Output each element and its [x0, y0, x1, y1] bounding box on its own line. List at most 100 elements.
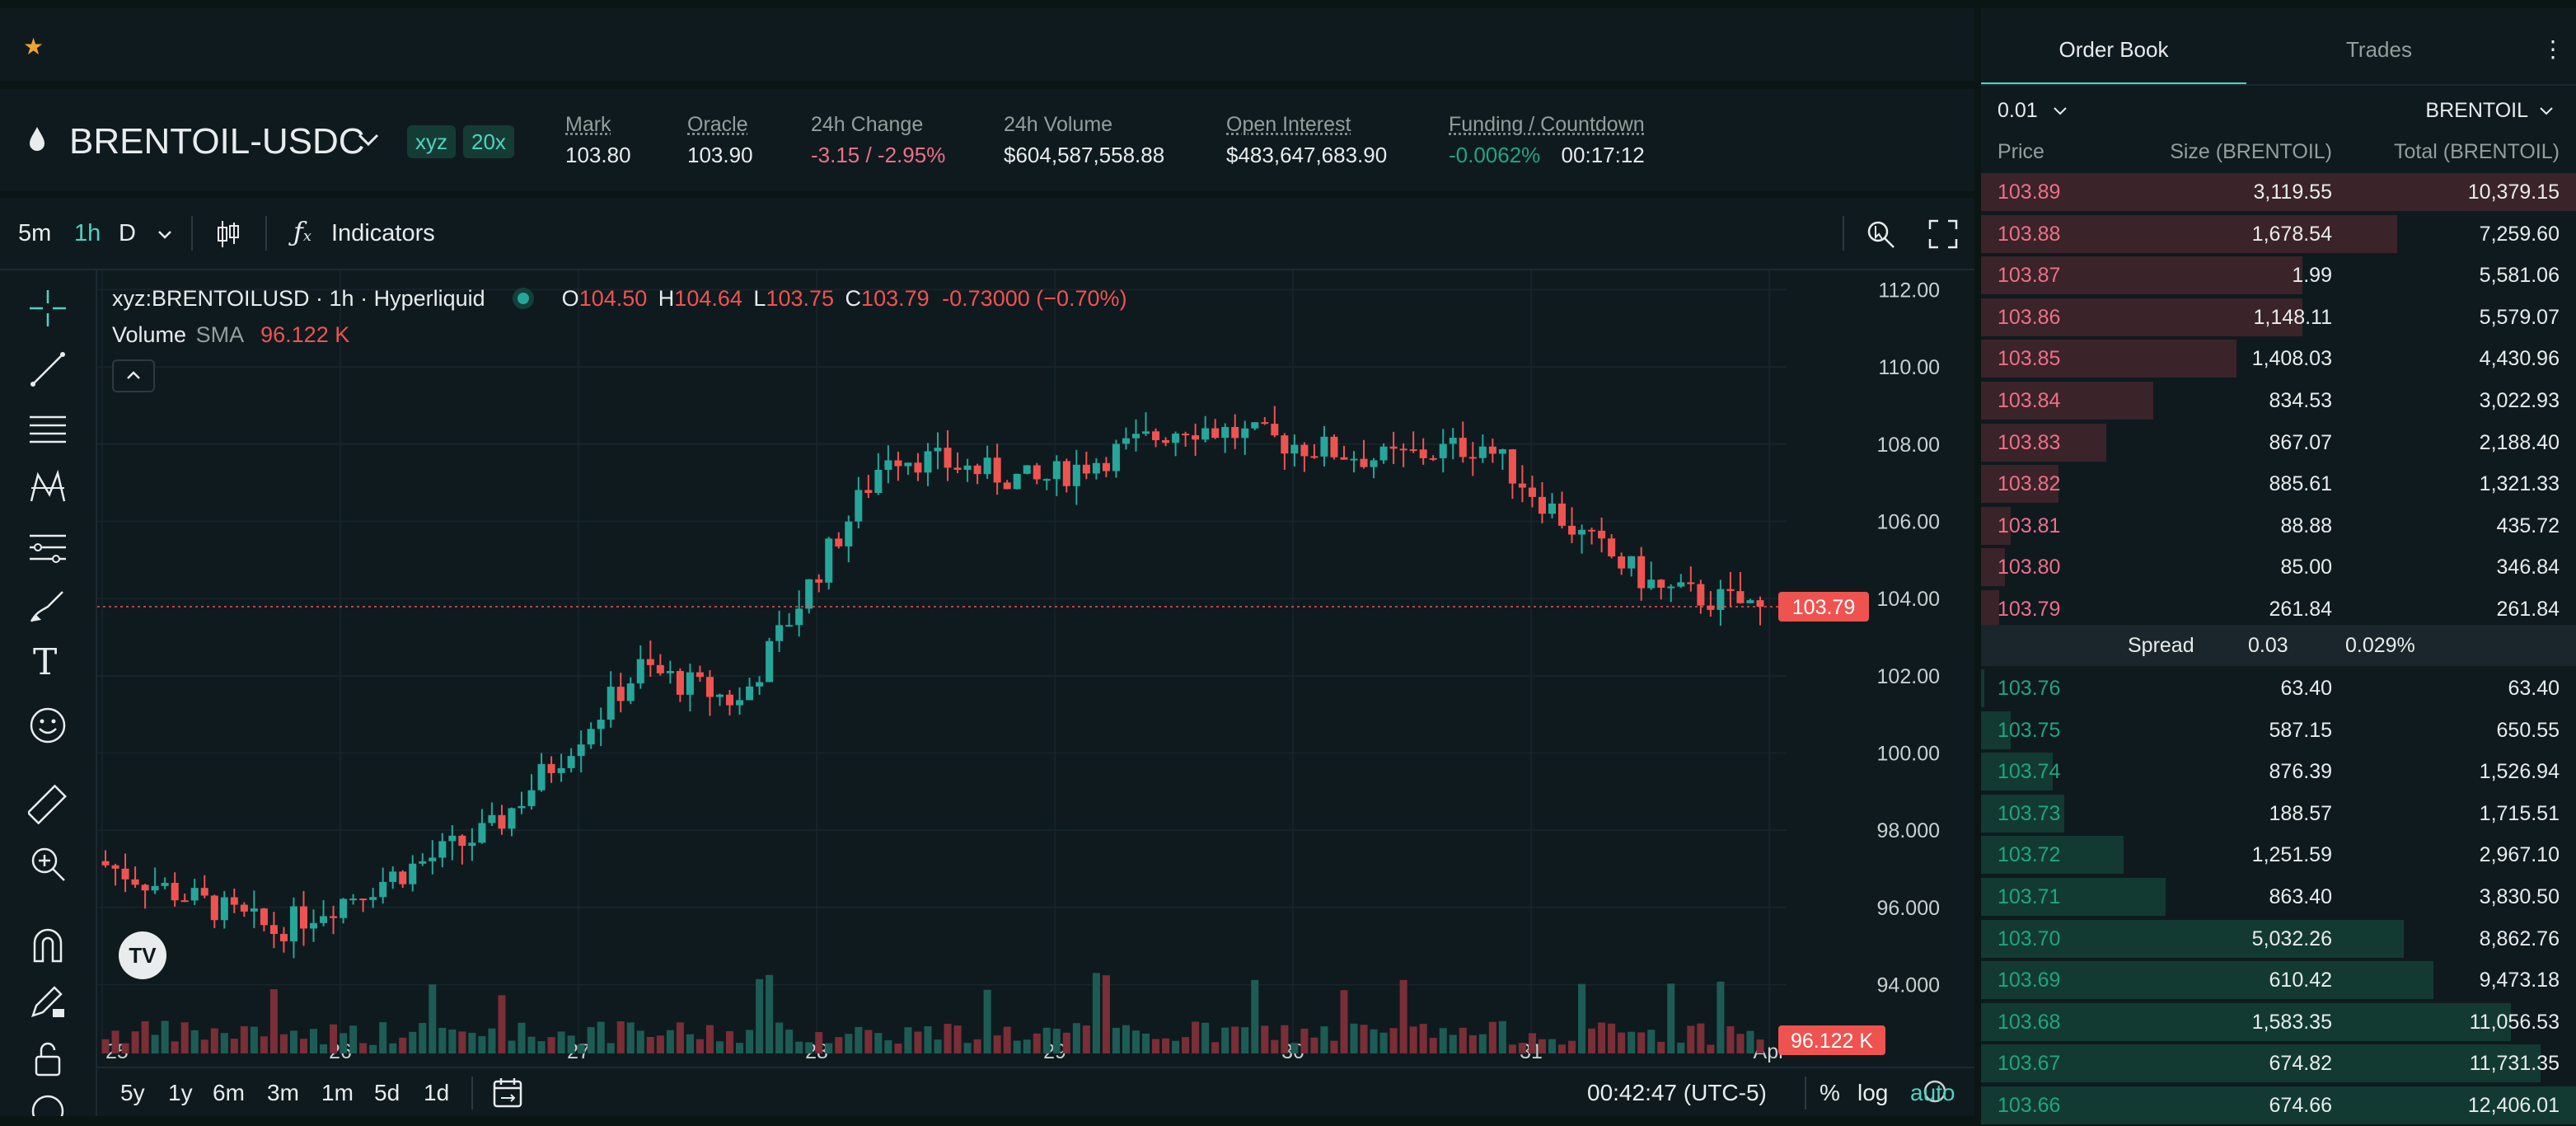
- fx-icon[interactable]: ƒx: [293, 216, 311, 247]
- volume-bar: [864, 1030, 873, 1053]
- chevron-down-icon[interactable]: [2052, 106, 2068, 121]
- ask-row[interactable]: 103.85 1,408.03 4,430.96: [1981, 338, 2576, 379]
- chevron-down-icon[interactable]: [2538, 106, 2555, 121]
- emoji-icon[interactable]: [28, 706, 68, 749]
- settings-icon[interactable]: [1923, 1080, 1946, 1103]
- fib-lines-icon[interactable]: [28, 409, 68, 453]
- tab-trades[interactable]: Trades: [2346, 37, 2412, 62]
- ask-row[interactable]: 103.80 85.00 346.84: [1981, 547, 2576, 588]
- range-5d[interactable]: 5d: [374, 1080, 400, 1105]
- volume-bar: [894, 1043, 902, 1053]
- volume-bar: [1092, 973, 1100, 1053]
- volume-bar: [438, 1027, 447, 1053]
- tick-size-select[interactable]: 0.01: [1998, 99, 2038, 122]
- range-5y[interactable]: 5y: [120, 1080, 145, 1105]
- ask-row[interactable]: 103.84 834.53 3,022.93: [1981, 380, 2576, 421]
- range-3m[interactable]: 3m: [267, 1080, 299, 1105]
- ask-row[interactable]: 103.87 1.99 5,581.06: [1981, 255, 2576, 296]
- leverage-badge[interactable]: 20x: [463, 125, 514, 158]
- bid-row[interactable]: 103.76 63.40 63.40: [1981, 668, 2576, 709]
- candle: [1518, 483, 1526, 488]
- volume-value: 96.122 K: [260, 322, 350, 347]
- chevron-up-icon: [127, 371, 140, 379]
- candle: [419, 861, 427, 864]
- bid-row[interactable]: 103.70 5,032.26 8,862.76: [1981, 918, 2576, 959]
- range-6m[interactable]: 6m: [213, 1080, 245, 1105]
- interval-5m[interactable]: 5m: [18, 220, 52, 246]
- indicators-button[interactable]: Indicators: [331, 220, 435, 246]
- candle: [1241, 428, 1249, 439]
- candle: [1687, 582, 1695, 584]
- calendar-range-icon[interactable]: [491, 1077, 524, 1114]
- range-1m[interactable]: 1m: [321, 1080, 354, 1105]
- candles-icon[interactable]: [216, 218, 241, 255]
- stat-label: Open Interest: [1226, 113, 1351, 136]
- collapse-legend-button[interactable]: [112, 359, 155, 392]
- log-toggle[interactable]: log: [1857, 1080, 1889, 1105]
- chevron-down-icon[interactable]: [157, 229, 173, 245]
- auto-toggle[interactable]: auto: [1910, 1080, 1955, 1105]
- interval-1h[interactable]: 1h: [74, 220, 101, 246]
- lock-icon[interactable]: [28, 1039, 68, 1082]
- volume-bar: [161, 1020, 169, 1053]
- price-chart[interactable]: 112.00 110.00 108.00 106.00 104.00 102.00 100.…: [97, 270, 1974, 1116]
- stat-mark: Mark 103.80: [565, 110, 631, 171]
- zoom-in-icon[interactable]: [28, 844, 68, 888]
- bid-row[interactable]: 103.69 610.42 9,473.18: [1981, 959, 2576, 1001]
- bid-row[interactable]: 103.68 1,583.35 11,056.53: [1981, 1002, 2576, 1043]
- range-1y[interactable]: 1y: [168, 1080, 193, 1105]
- candle: [825, 538, 833, 583]
- eye-icon[interactable]: [28, 1091, 68, 1126]
- bid-row[interactable]: 103.75 587.15 650.55: [1981, 710, 2576, 751]
- ask-depth-bar: [1981, 173, 2576, 211]
- candle: [1726, 589, 1735, 592]
- bid-price: 103.70: [1998, 927, 2061, 950]
- volume-bar: [924, 1026, 932, 1053]
- forecast-icon[interactable]: [28, 528, 68, 571]
- magnet-icon[interactable]: [28, 925, 68, 969]
- ruler-icon[interactable]: [26, 784, 68, 828]
- ask-row[interactable]: 103.79 261.84 261.84: [1981, 589, 2576, 630]
- bid-row[interactable]: 103.74 876.39 1,526.94: [1981, 751, 2576, 792]
- range-1d[interactable]: 1d: [424, 1080, 450, 1105]
- ask-row[interactable]: 103.83 867.07 2,188.40: [1981, 422, 2576, 463]
- percent-toggle[interactable]: %: [1820, 1080, 1840, 1105]
- more-vertical-icon[interactable]: ⋮: [2541, 36, 2564, 62]
- chevron-down-icon[interactable]: [356, 132, 381, 152]
- candle: [756, 682, 764, 687]
- bid-row[interactable]: 103.66 674.66 12,406.01: [1981, 1085, 2576, 1126]
- bid-row[interactable]: 103.67 674.82 11,731.35: [1981, 1043, 2576, 1084]
- pencil-lock-icon[interactable]: [28, 981, 68, 1025]
- crosshair-icon[interactable]: [28, 289, 68, 332]
- text-icon[interactable]: T: [33, 641, 58, 683]
- bid-depth-bar: [1981, 711, 2012, 749]
- ask-row[interactable]: 103.81 88.88 435.72: [1981, 505, 2576, 547]
- tradingview-logo[interactable]: TV: [119, 931, 166, 979]
- bid-total: 63.40: [2508, 677, 2560, 700]
- brush-icon[interactable]: [28, 587, 68, 631]
- star-icon[interactable]: ★: [23, 34, 44, 59]
- ask-row[interactable]: 103.88 1,678.54 7,259.60: [1981, 213, 2576, 255]
- bid-row[interactable]: 103.73 188.57 1,715.51: [1981, 793, 2576, 834]
- fullscreen-icon[interactable]: [1928, 219, 1958, 253]
- ask-row[interactable]: 103.86 1,148.11 5,579.07: [1981, 297, 2576, 338]
- candle: [1508, 449, 1516, 484]
- volume-bar: [1717, 981, 1725, 1053]
- trend-line-icon[interactable]: [28, 350, 68, 393]
- candle: [190, 888, 199, 901]
- bid-row[interactable]: 103.71 863.40 3,830.50: [1981, 876, 2576, 917]
- volume-bar: [953, 1025, 962, 1053]
- volume-bar: [715, 1041, 724, 1053]
- bid-row[interactable]: 103.72 1,251.59 2,967.10: [1981, 834, 2576, 875]
- pattern-icon[interactable]: [28, 468, 68, 512]
- ask-row[interactable]: 103.82 885.61 1,321.33: [1981, 463, 2576, 504]
- volume-bar: [1162, 1038, 1170, 1053]
- ask-row[interactable]: 103.89 3,119.55 10,379.15: [1981, 171, 2576, 213]
- chart-clock[interactable]: 00:42:47 (UTC-5): [1587, 1080, 1767, 1105]
- candle: [1667, 586, 1675, 589]
- market-symbol[interactable]: BRENTOIL-USDC: [69, 121, 365, 162]
- unit-select[interactable]: BRENTOIL: [2425, 99, 2528, 122]
- interval-d[interactable]: D: [119, 220, 136, 246]
- zoom-cursor-icon[interactable]: [1864, 218, 1897, 255]
- tab-order-book[interactable]: Order Book: [1981, 8, 2246, 84]
